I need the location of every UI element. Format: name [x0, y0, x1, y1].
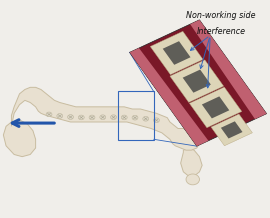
Polygon shape — [202, 96, 229, 118]
Circle shape — [57, 114, 63, 118]
Circle shape — [154, 118, 160, 123]
Polygon shape — [190, 87, 242, 128]
Polygon shape — [163, 41, 191, 65]
Circle shape — [143, 116, 149, 121]
Polygon shape — [170, 60, 224, 102]
Circle shape — [46, 112, 52, 117]
Circle shape — [121, 115, 127, 120]
Polygon shape — [190, 20, 266, 119]
Circle shape — [68, 115, 73, 119]
Polygon shape — [181, 148, 202, 176]
Circle shape — [186, 174, 200, 185]
Polygon shape — [211, 114, 252, 146]
Circle shape — [78, 115, 84, 120]
Polygon shape — [183, 70, 211, 93]
Text: Interference: Interference — [197, 27, 245, 36]
Polygon shape — [130, 48, 208, 146]
Polygon shape — [4, 120, 36, 157]
Polygon shape — [150, 31, 203, 75]
Polygon shape — [130, 20, 266, 146]
Text: Non-working side: Non-working side — [186, 11, 256, 20]
Circle shape — [89, 115, 95, 120]
Circle shape — [132, 115, 138, 120]
Polygon shape — [221, 121, 242, 138]
Circle shape — [110, 115, 116, 120]
Circle shape — [100, 115, 106, 120]
Polygon shape — [11, 87, 200, 150]
